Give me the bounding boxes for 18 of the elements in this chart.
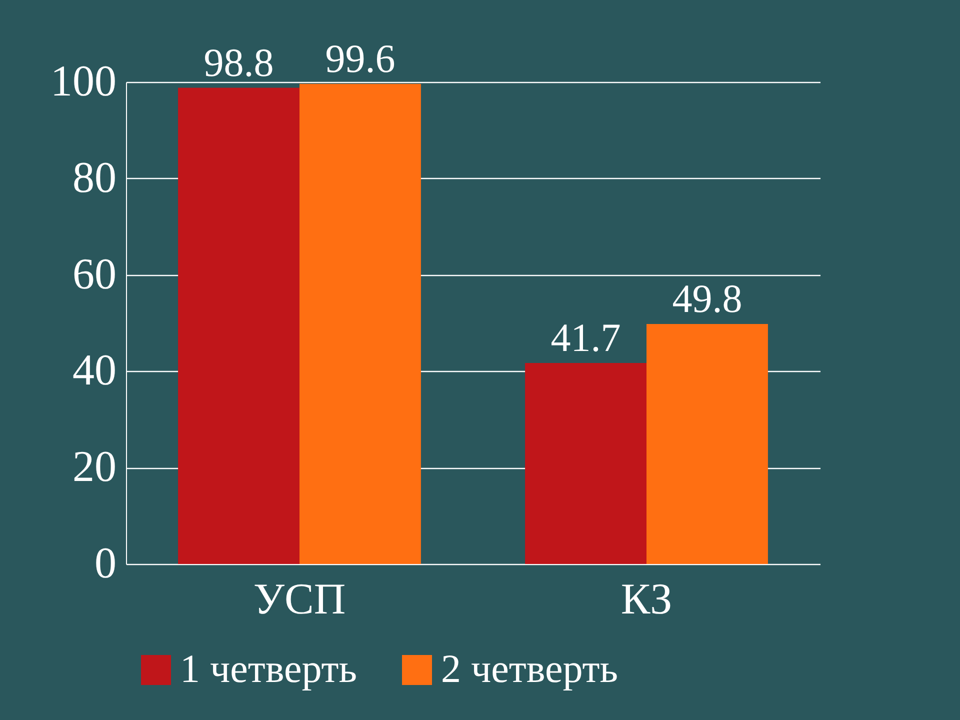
y-tick-label: 80	[72, 152, 116, 202]
data-label: 41.7	[550, 315, 621, 360]
data-label: 98.8	[204, 40, 274, 85]
data-label: 99.6	[325, 36, 396, 81]
y-tick-label: 20	[72, 442, 116, 492]
legend-label: 2 четверть	[441, 646, 618, 691]
bar	[525, 363, 646, 564]
data-label: 49.8	[672, 276, 742, 321]
y-tick-label: 60	[72, 249, 116, 298]
y-tick-label: 40	[72, 346, 116, 395]
x-tick-label: КЗ	[620, 574, 672, 624]
bar	[646, 324, 768, 564]
bar	[178, 88, 300, 564]
y-tick-label: 0	[94, 538, 116, 588]
bar	[300, 84, 421, 564]
legend-label: 1 четверть	[180, 646, 357, 691]
y-tick-label: 100	[50, 56, 116, 106]
x-tick-label: УСП	[253, 574, 346, 624]
